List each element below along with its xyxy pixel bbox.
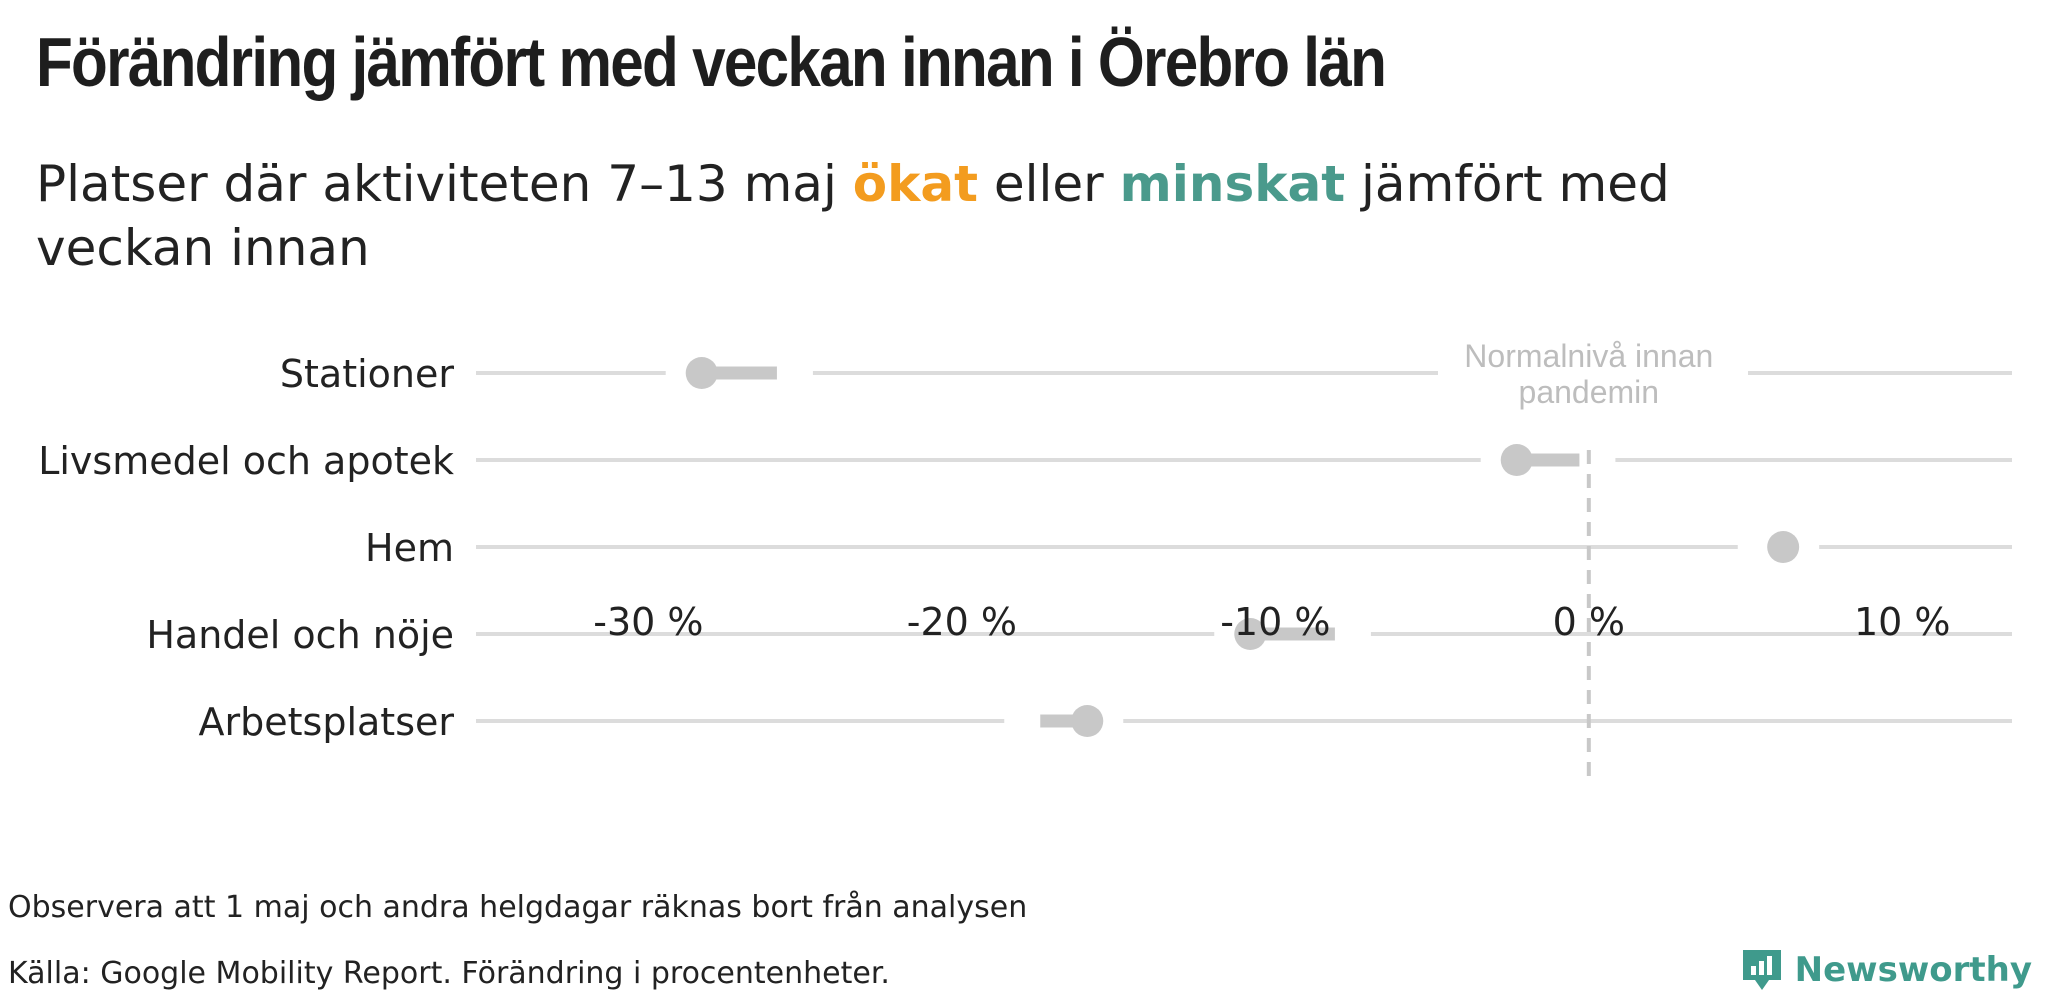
category-label: Livsmedel och apotek bbox=[38, 439, 454, 483]
brand-logo: Newsworthy bbox=[1739, 946, 2032, 994]
subtitle-increase-word: ökat bbox=[852, 155, 978, 213]
newsworthy-logo-icon bbox=[1742, 950, 1781, 990]
x-tick-label: 10 % bbox=[1854, 600, 1951, 644]
subtitle-middle: eller bbox=[977, 155, 1120, 213]
chart-title: Förändring jämfört med veckan innan i Ör… bbox=[36, 23, 1387, 101]
value-dot bbox=[1767, 531, 1800, 563]
chart-subtitle: Platser där aktiviteten 7–13 maj ökat el… bbox=[36, 152, 1736, 280]
subtitle-suffix: jämfört med veckan innan bbox=[36, 155, 1670, 277]
category-label: Hem bbox=[365, 526, 454, 570]
category-label: Arbetsplatser bbox=[199, 700, 455, 744]
x-tick-label: -30 % bbox=[593, 600, 703, 644]
x-tick-label: -10 % bbox=[1220, 600, 1330, 644]
category-label: Handel och nöje bbox=[146, 613, 454, 657]
subtitle-prefix: Platser där aktiviteten 7–13 maj bbox=[36, 155, 853, 213]
source-text: Källa: Google Mobility Report. Förändrin… bbox=[8, 956, 890, 991]
x-axis-ticks: -30 % -20 % -10 % 0 % 10 % bbox=[593, 600, 1950, 644]
subtitle-decrease-word: minskat bbox=[1119, 155, 1346, 213]
value-dot bbox=[1500, 444, 1533, 476]
data-marks bbox=[685, 357, 1800, 737]
value-dot bbox=[1071, 705, 1104, 737]
reference-label: Normalnivå innan bbox=[1464, 338, 1713, 374]
gridlines bbox=[476, 371, 2012, 723]
brand-name: Newsworthy bbox=[1794, 950, 2032, 990]
reference-label: pandemin bbox=[1519, 374, 1660, 410]
category-label: Stationer bbox=[280, 352, 454, 396]
value-dot bbox=[685, 357, 718, 389]
x-tick-label: -20 % bbox=[907, 600, 1017, 644]
footnote: Observera att 1 maj och andra helgdagar … bbox=[8, 890, 1028, 925]
x-tick-label: 0 % bbox=[1553, 600, 1625, 644]
category-labels: Stationer Livsmedel och apotek Hem Handel o… bbox=[38, 352, 454, 744]
value-dot bbox=[1234, 618, 1267, 650]
